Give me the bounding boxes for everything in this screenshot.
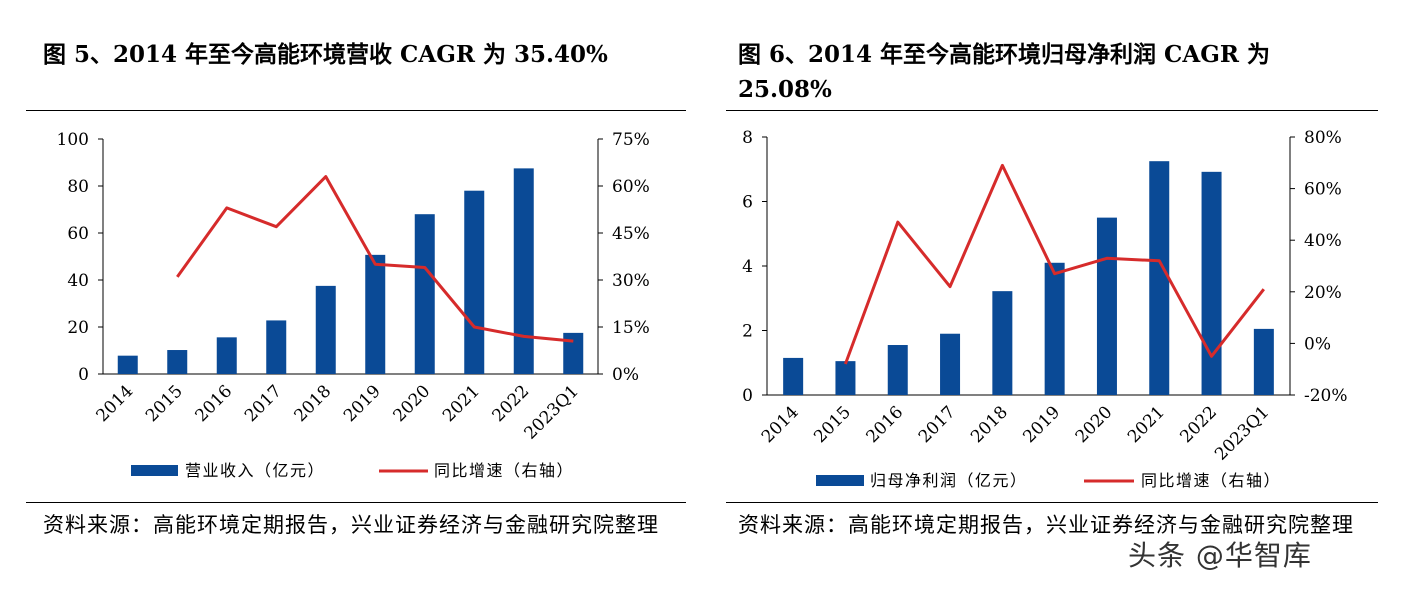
- figure-title: 图 5、2014 年至今高能环境营收 CAGR 为 35.40%: [43, 41, 608, 68]
- left-tick-label: 8: [742, 128, 753, 148]
- x-tick-label: 2023Q1: [1211, 402, 1273, 464]
- legend-bar-swatch: [816, 475, 864, 486]
- figure-5-panel: 图 5、2014 年至今高能环境营收 CAGR 为 35.40% 0 20 40 60…: [0, 0, 700, 591]
- left-tick-label: 40: [67, 271, 89, 291]
- x-tick-label: 2022: [489, 381, 534, 426]
- title-divider: [726, 110, 1378, 111]
- left-tick-label: 60: [67, 224, 89, 244]
- figure-title: 图 6、2014 年至今高能环境归母净利润 CAGR 为 25.08%: [738, 41, 1278, 103]
- x-tick-label: 2021: [1124, 402, 1169, 447]
- left-tick-label: 6: [742, 193, 753, 213]
- bar: [887, 345, 908, 395]
- right-tick-label: 0%: [612, 365, 639, 385]
- bar: [1149, 161, 1170, 395]
- right-tick-label: 45%: [612, 224, 650, 244]
- bar: [117, 355, 138, 374]
- right-tick-label: 20%: [1304, 283, 1342, 303]
- x-tick-label: 2020: [390, 381, 435, 426]
- x-tick-label: 2019: [340, 381, 385, 426]
- source-divider: [726, 502, 1378, 503]
- left-tick-label: 4: [742, 257, 753, 277]
- legend-label: 营业收入（亿元）: [185, 461, 325, 480]
- right-tick-label: 75%: [612, 130, 650, 150]
- growth-line: [176, 175, 574, 343]
- bar: [1253, 328, 1274, 395]
- watermark: 头条 @华智库: [1128, 539, 1312, 572]
- bar: [216, 337, 237, 374]
- bar: [835, 361, 856, 395]
- left-tick-label: 2: [742, 322, 753, 342]
- bar: [1201, 171, 1222, 395]
- right-tick-label: 60%: [612, 177, 650, 197]
- left-tick-label: 20: [67, 318, 89, 338]
- x-tick-label: 2020: [1072, 402, 1117, 447]
- bar: [992, 291, 1013, 395]
- x-tick-label: 2017: [241, 381, 286, 426]
- left-tick-label: 0: [78, 365, 89, 385]
- bar: [315, 285, 336, 374]
- source-divider: [26, 502, 686, 503]
- bar: [1044, 262, 1065, 395]
- left-tick-label: 100: [57, 130, 89, 150]
- right-tick-label: -20%: [1304, 386, 1348, 406]
- left-tick-label: 80: [67, 177, 89, 197]
- x-tick-label: 2014: [93, 381, 138, 426]
- x-tick-label: 2022: [1176, 402, 1221, 447]
- right-tick-label: 40%: [1304, 231, 1342, 251]
- right-tick-label: 15%: [612, 318, 650, 338]
- left-tick-label: 0: [742, 386, 753, 406]
- figure-6-panel: 图 6、2014 年至今高能环境归母净利润 CAGR 为 25.08% 0 2 4 6…: [700, 0, 1401, 591]
- x-tick-label: 2023Q1: [521, 381, 583, 443]
- x-tick-label: 2016: [863, 402, 908, 447]
- bar: [365, 254, 386, 374]
- x-tick-label: 2019: [1019, 402, 1064, 447]
- legend-bar-swatch: [131, 465, 178, 476]
- right-tick-label: 30%: [612, 271, 650, 291]
- right-tick-label: 80%: [1304, 128, 1342, 148]
- x-tick-label: 2015: [142, 381, 187, 426]
- x-tick-label: 2014: [758, 402, 803, 447]
- title-divider: [26, 110, 686, 111]
- x-tick-label: 2021: [439, 381, 484, 426]
- x-tick-label: 2018: [291, 381, 336, 426]
- bar: [783, 357, 804, 395]
- x-tick-label: 2017: [915, 402, 960, 447]
- bar: [414, 214, 435, 374]
- bar: [167, 350, 188, 374]
- bar: [464, 190, 485, 374]
- bar: [563, 332, 584, 374]
- right-tick-label: 0%: [1304, 334, 1331, 354]
- bar: [266, 320, 287, 374]
- right-tick-label: 60%: [1304, 180, 1342, 200]
- bar: [940, 333, 961, 395]
- bar: [1096, 217, 1117, 395]
- bar: [513, 168, 534, 374]
- x-tick-label: 2018: [967, 402, 1012, 447]
- legend-label: 同比增速（右轴）: [1141, 471, 1281, 490]
- legend-label: 归母净利润（亿元）: [870, 471, 1028, 490]
- x-tick-label: 2016: [192, 381, 237, 426]
- x-tick-label: 2015: [810, 402, 855, 447]
- source-note: 资料来源：高能环境定期报告，兴业证券经济与金融研究院整理: [43, 513, 659, 537]
- source-note: 资料来源：高能环境定期报告，兴业证券经济与金融研究院整理: [738, 513, 1354, 537]
- growth-line: [843, 163, 1265, 365]
- legend-label: 同比增速（右轴）: [434, 461, 574, 480]
